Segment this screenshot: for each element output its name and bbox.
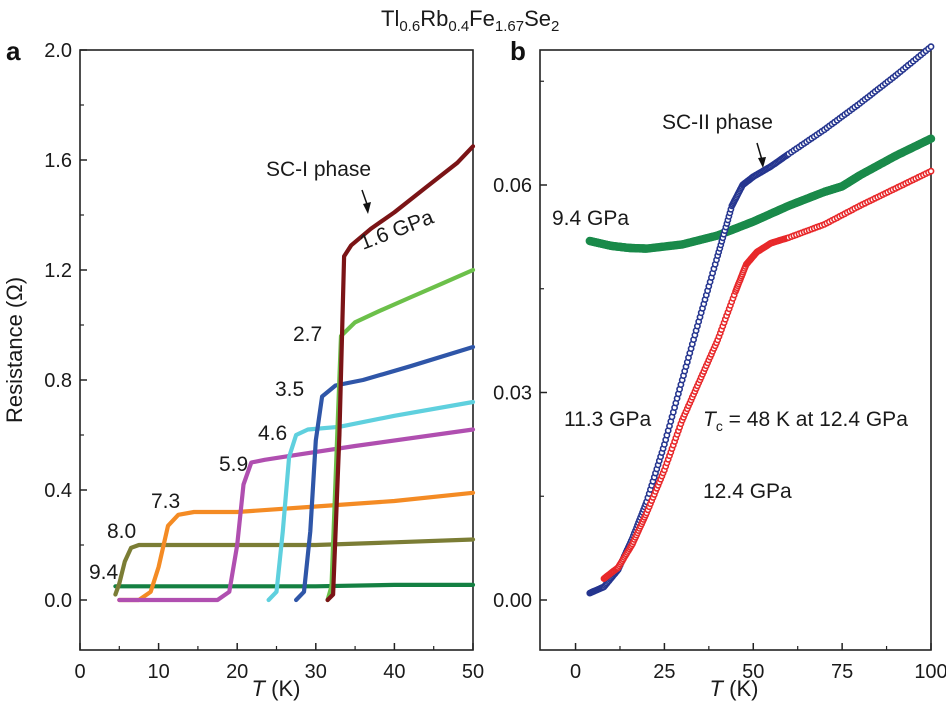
panel-a-xtick-label: 20 bbox=[226, 661, 248, 683]
label-8.0: 8.0 bbox=[107, 520, 136, 543]
panel-a-frame bbox=[79, 49, 474, 651]
series-12.4-gpa bbox=[600, 167, 935, 582]
label-9.4gpa: 9.4 GPa bbox=[552, 207, 629, 230]
panel-a-xtick-label: 30 bbox=[305, 661, 327, 683]
panel-a-ticks: 0 10 20 30 40 50 0.0 0.4 0.8 1.2 1.6 2.0 bbox=[44, 40, 484, 683]
series-line-9.4-gpa bbox=[113, 582, 476, 589]
data-point bbox=[927, 167, 935, 175]
series-line-5.9-gpa bbox=[117, 427, 476, 603]
tc-annotation: Tc = 48 K at 12.4 GPa bbox=[703, 408, 908, 434]
label-3.5: 3.5 bbox=[275, 378, 304, 401]
panel-a-xtick-label: 40 bbox=[383, 661, 405, 683]
data-point bbox=[927, 43, 935, 51]
panel-a-xtick-label: 50 bbox=[462, 661, 484, 683]
sc-ii-arrow bbox=[756, 142, 763, 161]
panel-b-xtick-label: 100 bbox=[914, 661, 946, 683]
panel-b-ytick-label: 0.06 bbox=[493, 175, 532, 197]
label-7.3: 7.3 bbox=[151, 490, 180, 513]
panel-a: 0 10 20 30 40 50 0.0 0.4 0.8 1.2 1.6 2.0 Resistance… bbox=[2, 40, 484, 701]
panel-b-ytick-label: 0.03 bbox=[493, 383, 532, 405]
panel-a-ytick-label: 1.6 bbox=[44, 150, 72, 172]
label-11.3gpa: 11.3 GPa bbox=[564, 408, 651, 431]
panel-b: 0 25 50 75 100 0.00 0.03 0.06 T (K) 9.4 GPa 11.… bbox=[493, 43, 946, 701]
panel-a-ytick-label: 2.0 bbox=[44, 40, 72, 62]
series-9.4-gpa bbox=[585, 134, 936, 253]
data-point bbox=[926, 134, 936, 143]
panel-a-ytick-label: 0.4 bbox=[44, 480, 72, 502]
figure-title: Tl0.6Rb0.4Fe1.67Se2 bbox=[381, 6, 559, 35]
panel-a-lines bbox=[113, 144, 476, 603]
label-2.7: 2.7 bbox=[293, 323, 322, 346]
label-5.9: 5.9 bbox=[219, 453, 248, 476]
panel-b-xtick-label: 25 bbox=[653, 661, 675, 683]
panel-b-letter: b bbox=[510, 36, 526, 66]
series-line-4.6-gpa bbox=[266, 399, 476, 603]
label-9.4: 9.4 bbox=[89, 561, 119, 584]
panel-b-points bbox=[585, 43, 936, 597]
panel-a-ytick-label: 0.8 bbox=[44, 370, 72, 392]
panel-a-ytick-label: 1.2 bbox=[44, 260, 72, 282]
sc-ii-phase-annotation: SC-II phase bbox=[662, 111, 773, 134]
panel-a-letter: a bbox=[6, 36, 21, 66]
panel-a-ytick-label: 0.0 bbox=[44, 590, 72, 612]
panel-a-xtick-label: 10 bbox=[147, 661, 169, 683]
panel-a-xtick-label: 0 bbox=[74, 661, 85, 683]
sc-i-arrowhead bbox=[363, 202, 371, 214]
sc-i-phase-annotation: SC-I phase bbox=[266, 158, 371, 181]
sc-ii-arrowhead bbox=[758, 157, 766, 168]
panel-a-xlabel: T (K) bbox=[252, 676, 301, 701]
panel-b-xtick-label: 0 bbox=[570, 661, 581, 683]
panel-b-xtick-label: 75 bbox=[831, 661, 853, 683]
series-11.3-gpa bbox=[586, 43, 935, 597]
panel-b-frame bbox=[539, 49, 932, 651]
series-line-8.0-gpa bbox=[113, 537, 476, 597]
series-line-3.5-gpa bbox=[294, 344, 476, 603]
panel-b-ytick-label: 0.00 bbox=[493, 590, 532, 612]
series-line-7.3-gpa bbox=[117, 490, 476, 603]
panel-b-xlabel: T (K) bbox=[710, 676, 759, 701]
series-line-1.6-gpa bbox=[325, 144, 476, 603]
panel-b-ticks: 0 25 50 75 100 0.00 0.03 0.06 bbox=[493, 80, 946, 683]
label-12.4gpa: 12.4 GPa bbox=[703, 480, 792, 503]
series-line-2.7-gpa bbox=[325, 267, 476, 603]
panel-a-ylabel: Resistance (Ω) bbox=[2, 277, 27, 423]
label-4.6: 4.6 bbox=[258, 422, 287, 445]
panel-b-xtick-label: 50 bbox=[742, 661, 764, 683]
